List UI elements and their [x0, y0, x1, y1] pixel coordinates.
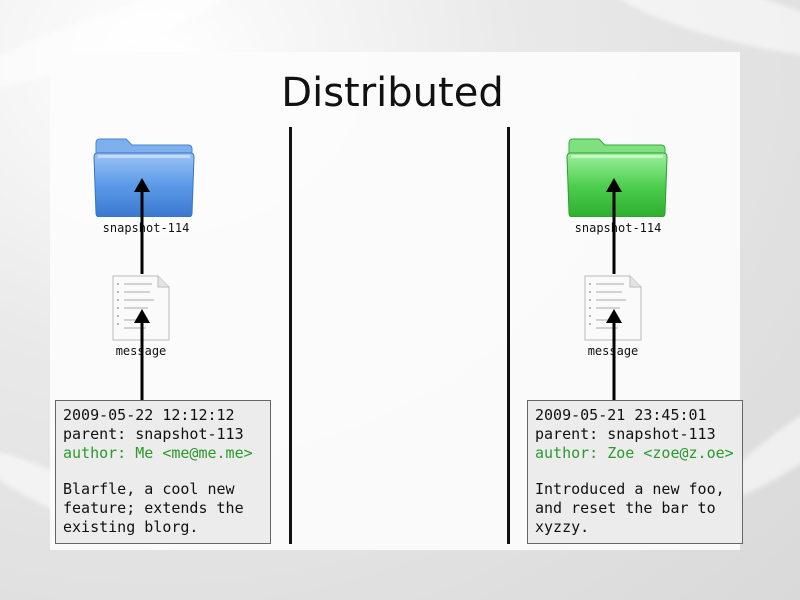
- parent-arrow-lower-right: [606, 309, 622, 401]
- commit-author: author: Me <me@me.me>: [63, 444, 253, 462]
- parent-arrow-upper-right: [606, 178, 622, 274]
- column-divider-right: [507, 127, 510, 544]
- commit-parent: parent: snapshot-113: [535, 425, 716, 443]
- commit-box-left: 2009-05-22 12:12:12 parent: snapshot-113…: [55, 400, 271, 544]
- parent-arrow-lower-left: [134, 309, 150, 401]
- commit-parent: parent: snapshot-113: [63, 425, 244, 443]
- snapshot-label-right: snapshot-114: [574, 221, 662, 235]
- snapshot-label-left: snapshot-114: [102, 221, 190, 235]
- slide-title: Distributed: [281, 70, 504, 116]
- commit-author: author: Zoe <zoe@z.oe>: [535, 444, 734, 462]
- commit-message: Introduced a new foo, and reset the bar …: [535, 480, 725, 536]
- document-icon: [584, 275, 642, 341]
- commit-date: 2009-05-21 23:45:01: [535, 406, 707, 424]
- commit-box-right: 2009-05-21 23:45:01 parent: snapshot-113…: [527, 400, 743, 544]
- commit-date: 2009-05-22 12:12:12: [63, 406, 235, 424]
- document-icon: [112, 275, 170, 341]
- column-divider-left: [289, 127, 292, 544]
- commit-message: Blarfle, a cool new feature; extends the…: [63, 480, 244, 536]
- parent-arrow-upper-left: [134, 178, 150, 274]
